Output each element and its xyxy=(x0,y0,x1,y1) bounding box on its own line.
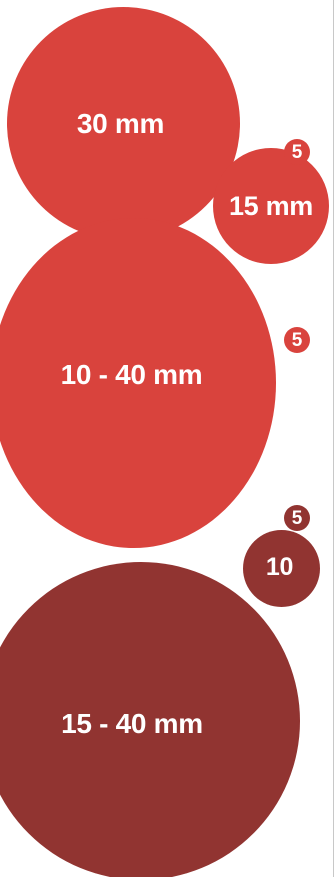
count-badge: 5 xyxy=(284,327,310,353)
size-circle-label: 15 mm xyxy=(228,190,314,221)
size-circle-label: 15 - 40 mm xyxy=(61,708,203,739)
size-circle-10-40mm: 10 - 40 mm xyxy=(0,218,276,548)
size-circle-15-40mm: 15 - 40 mm xyxy=(0,562,300,877)
count-badge: 5 xyxy=(284,505,310,531)
size-circle-15mm: 15 mm xyxy=(213,148,329,264)
size-circle-label: 30 mm xyxy=(76,107,165,139)
right-edge-rule xyxy=(333,0,334,877)
count-badge: 5 xyxy=(284,139,310,165)
size-circle-label: 10 - 40 mm xyxy=(60,359,203,390)
size-circle-30mm: 30 mm xyxy=(7,7,240,240)
size-circle-10: 10 xyxy=(243,530,320,607)
size-circle-label: 10 xyxy=(265,553,294,581)
